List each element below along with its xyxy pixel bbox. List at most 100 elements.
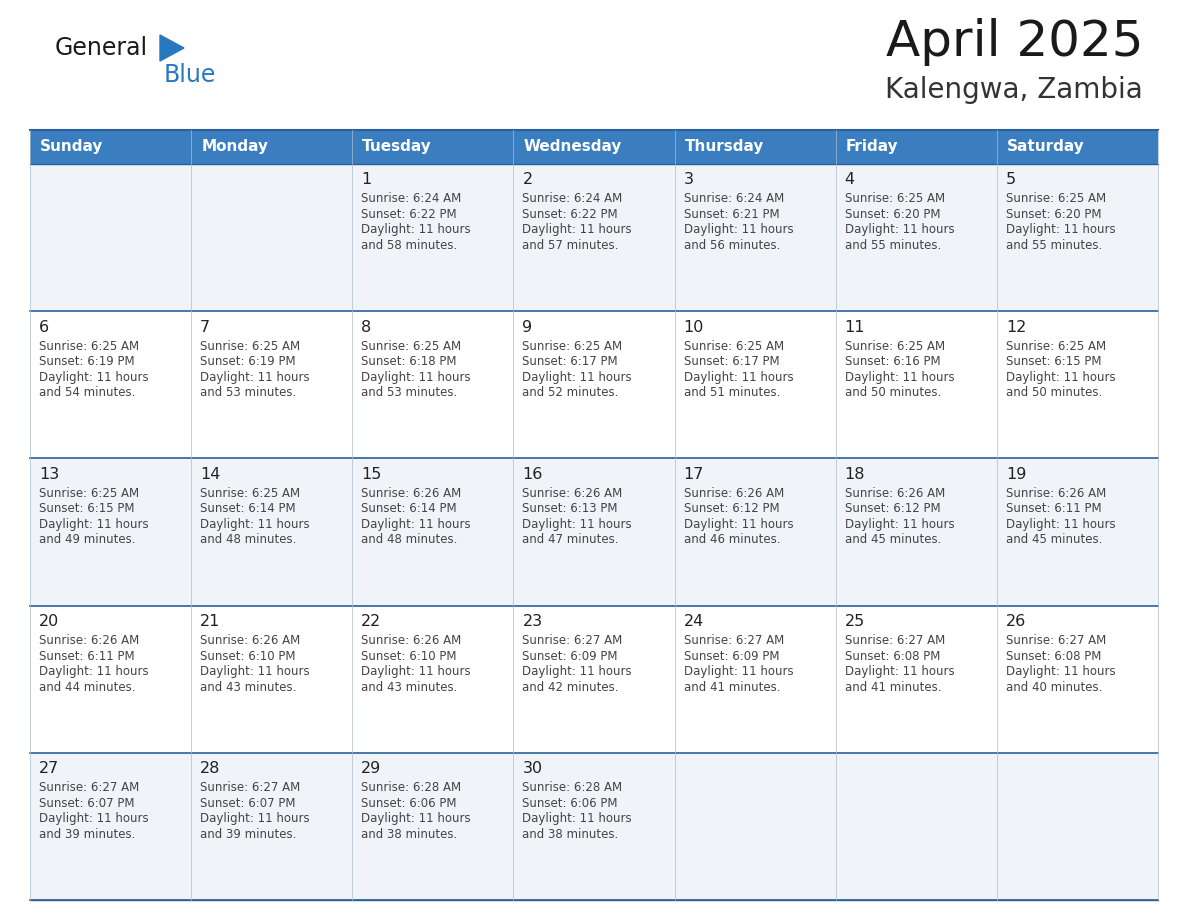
Bar bbox=[513, 311, 675, 458]
Text: 23: 23 bbox=[523, 614, 543, 629]
Text: and 58 minutes.: and 58 minutes. bbox=[361, 239, 457, 252]
Text: 8: 8 bbox=[361, 319, 372, 335]
Text: Daylight: 11 hours: Daylight: 11 hours bbox=[523, 371, 632, 384]
Text: Sunrise: 6:26 AM: Sunrise: 6:26 AM bbox=[361, 487, 461, 500]
Text: 28: 28 bbox=[200, 761, 221, 777]
Text: 27: 27 bbox=[39, 761, 59, 777]
Text: 29: 29 bbox=[361, 761, 381, 777]
Text: Sunset: 6:19 PM: Sunset: 6:19 PM bbox=[200, 355, 296, 368]
Text: and 48 minutes.: and 48 minutes. bbox=[200, 533, 297, 546]
Text: Blue: Blue bbox=[164, 63, 216, 87]
Text: 16: 16 bbox=[523, 467, 543, 482]
Text: Daylight: 11 hours: Daylight: 11 hours bbox=[845, 371, 954, 384]
Text: Friday: Friday bbox=[846, 140, 898, 154]
Text: Daylight: 11 hours: Daylight: 11 hours bbox=[845, 518, 954, 531]
Text: 4: 4 bbox=[845, 173, 855, 187]
Bar bbox=[353, 311, 513, 458]
Bar bbox=[997, 130, 1158, 164]
Text: Daylight: 11 hours: Daylight: 11 hours bbox=[845, 223, 954, 237]
Bar bbox=[835, 164, 997, 311]
Bar bbox=[513, 458, 675, 606]
Text: 9: 9 bbox=[523, 319, 532, 335]
Text: Sunrise: 6:26 AM: Sunrise: 6:26 AM bbox=[683, 487, 784, 500]
Text: Sunset: 6:08 PM: Sunset: 6:08 PM bbox=[1006, 650, 1101, 663]
Text: Sunset: 6:09 PM: Sunset: 6:09 PM bbox=[683, 650, 779, 663]
Text: Sunset: 6:11 PM: Sunset: 6:11 PM bbox=[39, 650, 134, 663]
Bar bbox=[353, 753, 513, 900]
Text: and 52 minutes.: and 52 minutes. bbox=[523, 386, 619, 399]
Text: 22: 22 bbox=[361, 614, 381, 629]
Text: Daylight: 11 hours: Daylight: 11 hours bbox=[361, 666, 470, 678]
Bar bbox=[997, 458, 1158, 606]
Text: and 46 minutes.: and 46 minutes. bbox=[683, 533, 781, 546]
Text: Sunset: 6:10 PM: Sunset: 6:10 PM bbox=[200, 650, 296, 663]
Text: Sunset: 6:12 PM: Sunset: 6:12 PM bbox=[683, 502, 779, 515]
Bar bbox=[997, 311, 1158, 458]
Text: Kalengwa, Zambia: Kalengwa, Zambia bbox=[885, 76, 1143, 104]
Bar bbox=[675, 130, 835, 164]
Text: Sunrise: 6:27 AM: Sunrise: 6:27 AM bbox=[683, 634, 784, 647]
Text: Sunset: 6:13 PM: Sunset: 6:13 PM bbox=[523, 502, 618, 515]
Bar bbox=[997, 753, 1158, 900]
Text: Sunrise: 6:24 AM: Sunrise: 6:24 AM bbox=[523, 193, 623, 206]
Text: and 49 minutes.: and 49 minutes. bbox=[39, 533, 135, 546]
Text: Sunset: 6:10 PM: Sunset: 6:10 PM bbox=[361, 650, 456, 663]
Text: Daylight: 11 hours: Daylight: 11 hours bbox=[200, 666, 310, 678]
Text: Sunset: 6:06 PM: Sunset: 6:06 PM bbox=[523, 797, 618, 810]
Text: 17: 17 bbox=[683, 467, 704, 482]
Text: and 43 minutes.: and 43 minutes. bbox=[200, 680, 297, 694]
Text: 24: 24 bbox=[683, 614, 703, 629]
Bar bbox=[191, 753, 353, 900]
Text: and 44 minutes.: and 44 minutes. bbox=[39, 680, 135, 694]
Text: Sunrise: 6:25 AM: Sunrise: 6:25 AM bbox=[1006, 193, 1106, 206]
Text: and 50 minutes.: and 50 minutes. bbox=[1006, 386, 1102, 399]
Text: Daylight: 11 hours: Daylight: 11 hours bbox=[39, 371, 148, 384]
Text: Daylight: 11 hours: Daylight: 11 hours bbox=[523, 812, 632, 825]
Text: and 38 minutes.: and 38 minutes. bbox=[361, 828, 457, 841]
Text: Sunrise: 6:28 AM: Sunrise: 6:28 AM bbox=[523, 781, 623, 794]
Text: Sunset: 6:15 PM: Sunset: 6:15 PM bbox=[1006, 355, 1101, 368]
Text: Daylight: 11 hours: Daylight: 11 hours bbox=[39, 812, 148, 825]
Text: and 54 minutes.: and 54 minutes. bbox=[39, 386, 135, 399]
Text: 13: 13 bbox=[39, 467, 59, 482]
Text: and 55 minutes.: and 55 minutes. bbox=[1006, 239, 1102, 252]
Text: Sunrise: 6:27 AM: Sunrise: 6:27 AM bbox=[1006, 634, 1106, 647]
Text: 10: 10 bbox=[683, 319, 704, 335]
Text: Sunrise: 6:25 AM: Sunrise: 6:25 AM bbox=[39, 340, 139, 353]
Bar bbox=[675, 458, 835, 606]
Bar bbox=[513, 130, 675, 164]
Bar bbox=[30, 458, 191, 606]
Text: Sunset: 6:16 PM: Sunset: 6:16 PM bbox=[845, 355, 941, 368]
Text: 25: 25 bbox=[845, 614, 865, 629]
Text: Sunset: 6:14 PM: Sunset: 6:14 PM bbox=[200, 502, 296, 515]
Text: Sunset: 6:20 PM: Sunset: 6:20 PM bbox=[1006, 208, 1101, 221]
Bar bbox=[353, 458, 513, 606]
Text: Sunrise: 6:25 AM: Sunrise: 6:25 AM bbox=[523, 340, 623, 353]
Text: Sunset: 6:07 PM: Sunset: 6:07 PM bbox=[200, 797, 296, 810]
Text: Sunrise: 6:24 AM: Sunrise: 6:24 AM bbox=[361, 193, 461, 206]
Text: Sunset: 6:17 PM: Sunset: 6:17 PM bbox=[523, 355, 618, 368]
Bar bbox=[191, 458, 353, 606]
Text: Sunrise: 6:25 AM: Sunrise: 6:25 AM bbox=[683, 340, 784, 353]
Text: and 39 minutes.: and 39 minutes. bbox=[200, 828, 297, 841]
Text: 1: 1 bbox=[361, 173, 372, 187]
Text: General: General bbox=[55, 36, 148, 60]
Bar bbox=[353, 164, 513, 311]
Text: Sunset: 6:12 PM: Sunset: 6:12 PM bbox=[845, 502, 941, 515]
Text: Daylight: 11 hours: Daylight: 11 hours bbox=[845, 666, 954, 678]
Text: 30: 30 bbox=[523, 761, 543, 777]
Polygon shape bbox=[160, 35, 184, 61]
Bar bbox=[835, 311, 997, 458]
Bar bbox=[353, 130, 513, 164]
Bar bbox=[835, 753, 997, 900]
Text: Sunset: 6:18 PM: Sunset: 6:18 PM bbox=[361, 355, 456, 368]
Text: Daylight: 11 hours: Daylight: 11 hours bbox=[523, 666, 632, 678]
Text: Daylight: 11 hours: Daylight: 11 hours bbox=[683, 666, 794, 678]
Bar bbox=[513, 753, 675, 900]
Text: Daylight: 11 hours: Daylight: 11 hours bbox=[39, 518, 148, 531]
Bar bbox=[835, 130, 997, 164]
Text: Daylight: 11 hours: Daylight: 11 hours bbox=[523, 223, 632, 237]
Text: 18: 18 bbox=[845, 467, 865, 482]
Bar bbox=[675, 606, 835, 753]
Bar bbox=[191, 311, 353, 458]
